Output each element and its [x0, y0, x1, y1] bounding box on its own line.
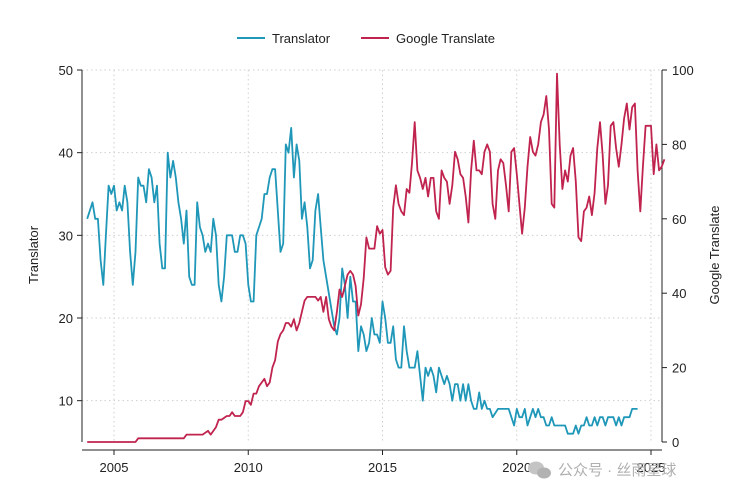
x-tick-label: 2025	[637, 460, 666, 475]
y2-axis-title: Google Translate	[707, 205, 722, 304]
series-line-google-translate	[87, 72, 666, 443]
x-tick-label: 2020	[502, 460, 531, 475]
y-axis-title: Translator	[26, 225, 41, 284]
legend-label-translator: Translator	[272, 31, 331, 46]
legend: Translator Google Translate	[237, 31, 495, 46]
y2-tick-label: 80	[672, 137, 686, 152]
gridlines	[82, 69, 662, 442]
x-tick-label: 2015	[368, 460, 397, 475]
y2-tick-label: 20	[672, 361, 686, 376]
y2-tick-label: 60	[672, 212, 686, 227]
axes: 10 20 30 40 50 0 20 40 60 80 100 2005 2010 2015 2020 20…	[59, 63, 694, 475]
y2-tick-label: 40	[672, 286, 686, 301]
watermark-text: 公众号 · 丝雨星球	[558, 462, 676, 479]
y-tick-label: 50	[59, 63, 73, 78]
y-tick-label: 30	[59, 228, 73, 243]
x-tick-label: 2005	[100, 460, 129, 475]
y2-tick-label: 100	[672, 63, 694, 78]
x-tick-label: 2010	[234, 460, 263, 475]
series-lines	[86, 72, 666, 443]
legend-label-google: Google Translate	[396, 31, 495, 46]
series-line-translator	[86, 127, 638, 435]
y2-tick-label: 0	[672, 435, 679, 450]
y-tick-label: 10	[59, 394, 73, 409]
y-tick-label: 20	[59, 311, 73, 326]
watermark: 公众号 · 丝雨星球	[528, 461, 676, 479]
y-tick-label: 40	[59, 146, 73, 161]
wechat-icon	[528, 461, 551, 479]
